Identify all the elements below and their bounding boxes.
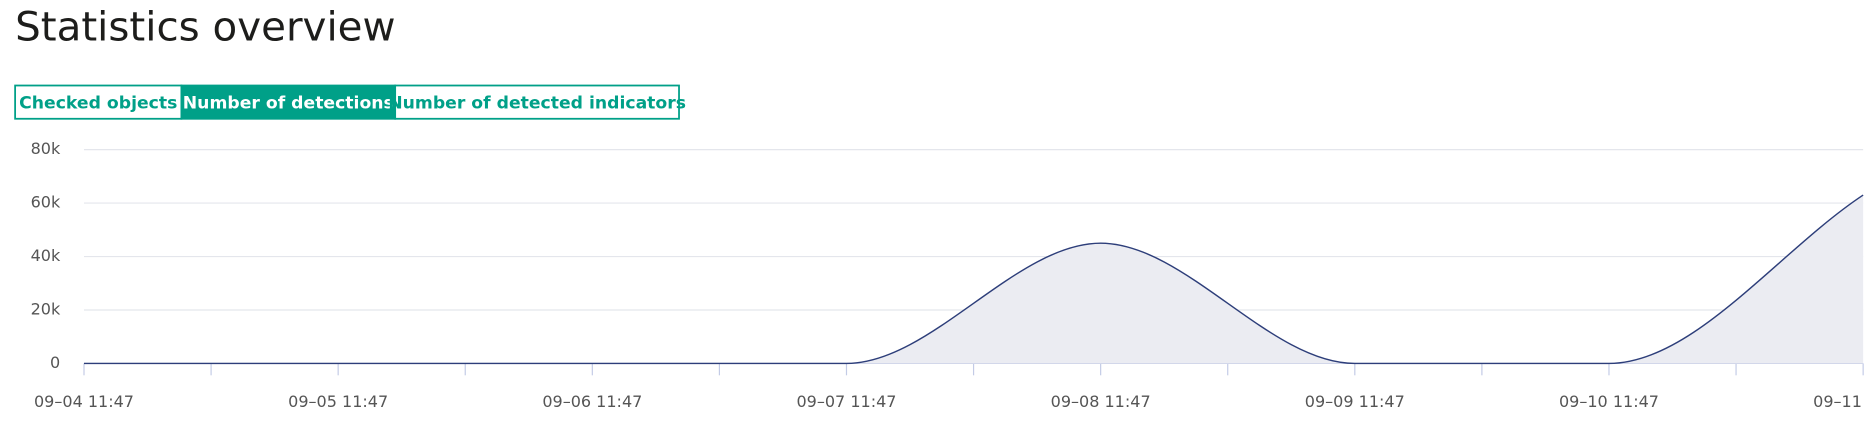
x-tick-label: 09–11 11:47 [1813, 392, 1864, 411]
tab-background[interactable] [394, 84, 680, 120]
tab-background[interactable] [14, 84, 183, 120]
x-tick-label: 09–04 11:47 [34, 392, 134, 411]
tab-label[interactable]: Number of detected indicators [388, 93, 686, 113]
x-tick-label: 09–07 11:47 [796, 392, 896, 411]
line [83, 194, 1864, 365]
x-tick-label: 09–09 11:47 [1305, 392, 1405, 411]
y-tick-label: 60k [31, 193, 61, 212]
y-tick-label: 40k [31, 246, 61, 265]
x-tick-label: 09–05 11:47 [288, 392, 388, 411]
chart: 0 20k 40k 60k 80k 09–04 11:47 09–05 11:47 09–06… [31, 139, 1864, 411]
tab-bar: Checked objects Number of detectionsNumbe… [14, 84, 686, 120]
tab-background[interactable] [180, 84, 397, 120]
x-tick-label: 09–10 11:47 [1559, 392, 1659, 411]
tab-label[interactable]: Checked objects [19, 93, 177, 113]
y-tick-label: 0 [50, 353, 60, 372]
tab[interactable]: Number of detected indicators [388, 84, 686, 120]
tab-label[interactable]: Number of detections [183, 93, 394, 113]
y-tick-label: 20k [31, 299, 61, 318]
x-tick-label: 09–06 11:47 [542, 392, 642, 411]
page-title: Statistics overview [15, 4, 395, 51]
tab[interactable]: Checked objects [14, 84, 183, 120]
x-tick-label: 09–08 11:47 [1051, 392, 1151, 411]
y-tick-label: 80k [31, 139, 61, 158]
tab[interactable]: Number of detections [180, 84, 397, 120]
area-fill [84, 195, 1864, 364]
